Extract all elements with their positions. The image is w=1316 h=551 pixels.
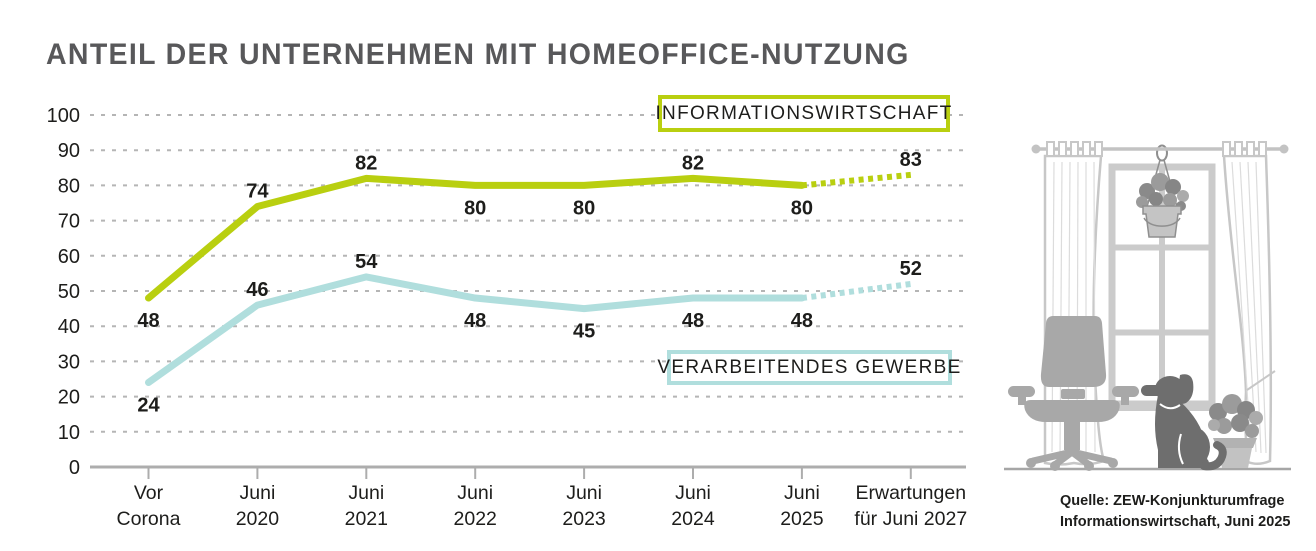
data-label: 48 [682, 310, 704, 332]
y-axis-tick-label: 100 [47, 105, 80, 127]
y-axis-tick-label: 40 [58, 316, 80, 338]
y-axis-tick-label: 0 [69, 457, 80, 479]
data-label: 52 [900, 258, 922, 280]
data-label: 80 [791, 197, 813, 219]
home-office-illustration [1004, 141, 1291, 471]
x-axis-tick-label: Juni 2024 [671, 482, 715, 530]
y-axis-tick-label: 90 [58, 140, 80, 162]
y-axis-grid: 0 10 20 30 40 50 60 70 80 90 100 [47, 105, 966, 479]
y-axis-tick-label: 10 [58, 422, 80, 444]
y-axis-tick-label: 80 [58, 175, 80, 197]
x-axis-tick-label: Juni 2020 [236, 482, 280, 530]
x-axis-tick-label: Vor Corona [117, 482, 181, 530]
window-icon [1103, 163, 1221, 411]
data-label: 80 [573, 197, 595, 219]
legend-verarbeitendes-gewerbe: VERARBEITENDES GEWERBE [657, 350, 960, 385]
x-axis-tick-label: Juni 2021 [345, 482, 388, 530]
data-label: 54 [355, 251, 378, 273]
curtain-rod-icon [1031, 141, 1289, 157]
source-line-1: Quelle: ZEW-Konjunkturumfrage [1060, 493, 1285, 509]
page-title: ANTEIL DER UNTERNEHMEN MIT HOMEOFFICE-NU… [46, 38, 910, 71]
x-axis-tick-label: Juni 2023 [562, 482, 605, 530]
data-label: 83 [900, 149, 922, 171]
dog-icon [1141, 374, 1227, 471]
series-2-line: 24 46 54 48 45 48 48 52 [137, 251, 922, 417]
y-axis-tick-label: 30 [58, 351, 80, 373]
x-axis: Vor Corona Juni 2020 Juni 2021 Juni 2022 Juni 202… [117, 468, 967, 530]
data-label: 48 [137, 310, 159, 332]
x-axis-tick-label: Erwartungen für Juni 2027 [854, 482, 967, 530]
chart-plot-area: 0 10 20 30 40 50 60 70 80 90 100 Vor Corona Juni 2020 J… [47, 105, 968, 530]
office-chair-icon [1008, 316, 1139, 471]
y-axis-tick-label: 60 [58, 246, 80, 268]
data-label: 24 [137, 395, 160, 417]
legend-informationswirtschaft: INFORMATIONSWIRTSCHAFT [655, 95, 951, 132]
x-axis-tick-label: Juni 2022 [454, 482, 497, 530]
data-label: 82 [682, 152, 704, 174]
y-axis-tick-label: 20 [58, 387, 80, 409]
data-label: 46 [246, 279, 268, 301]
data-label: 74 [246, 181, 269, 203]
source-line-2: Informationswirtschaft, Juni 2025 [1060, 514, 1291, 530]
series-1-line: 48 74 82 80 80 82 80 83 [137, 149, 922, 332]
data-label: 48 [791, 310, 813, 332]
hanging-plant-icon [1136, 144, 1189, 238]
data-label: 48 [464, 310, 486, 332]
x-axis-tick-label: Juni 2025 [780, 482, 824, 530]
data-label: 80 [464, 197, 486, 219]
source-note: Quelle: ZEW-Konjunkturumfrage Informatio… [1060, 491, 1290, 533]
y-axis-tick-label: 70 [58, 211, 80, 233]
data-label: 82 [355, 152, 377, 174]
data-label: 45 [573, 321, 595, 343]
y-axis-tick-label: 50 [58, 281, 80, 303]
